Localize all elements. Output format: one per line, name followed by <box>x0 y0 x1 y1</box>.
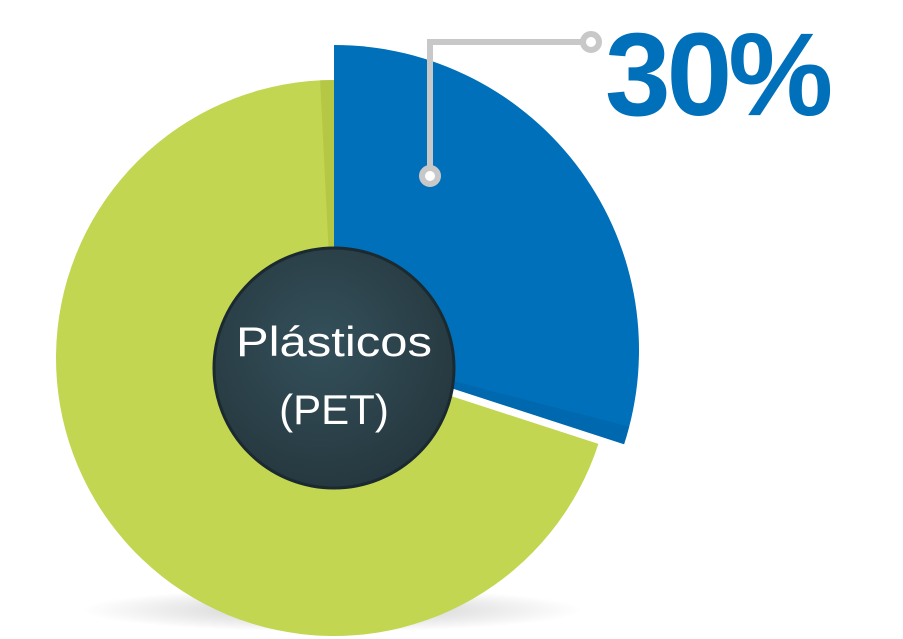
center-label-line-1: Plásticos <box>236 318 432 365</box>
leader-polyline <box>427 39 586 179</box>
center-circle <box>212 246 456 490</box>
center-label-line-2: (PET) <box>279 386 389 433</box>
leader-dot-bottom <box>419 165 441 187</box>
leader-dot-top <box>580 31 602 53</box>
center-badge: Plásticos (PET) <box>212 246 456 490</box>
percent-data-label: 30% <box>605 9 830 141</box>
leader-line <box>419 31 602 187</box>
